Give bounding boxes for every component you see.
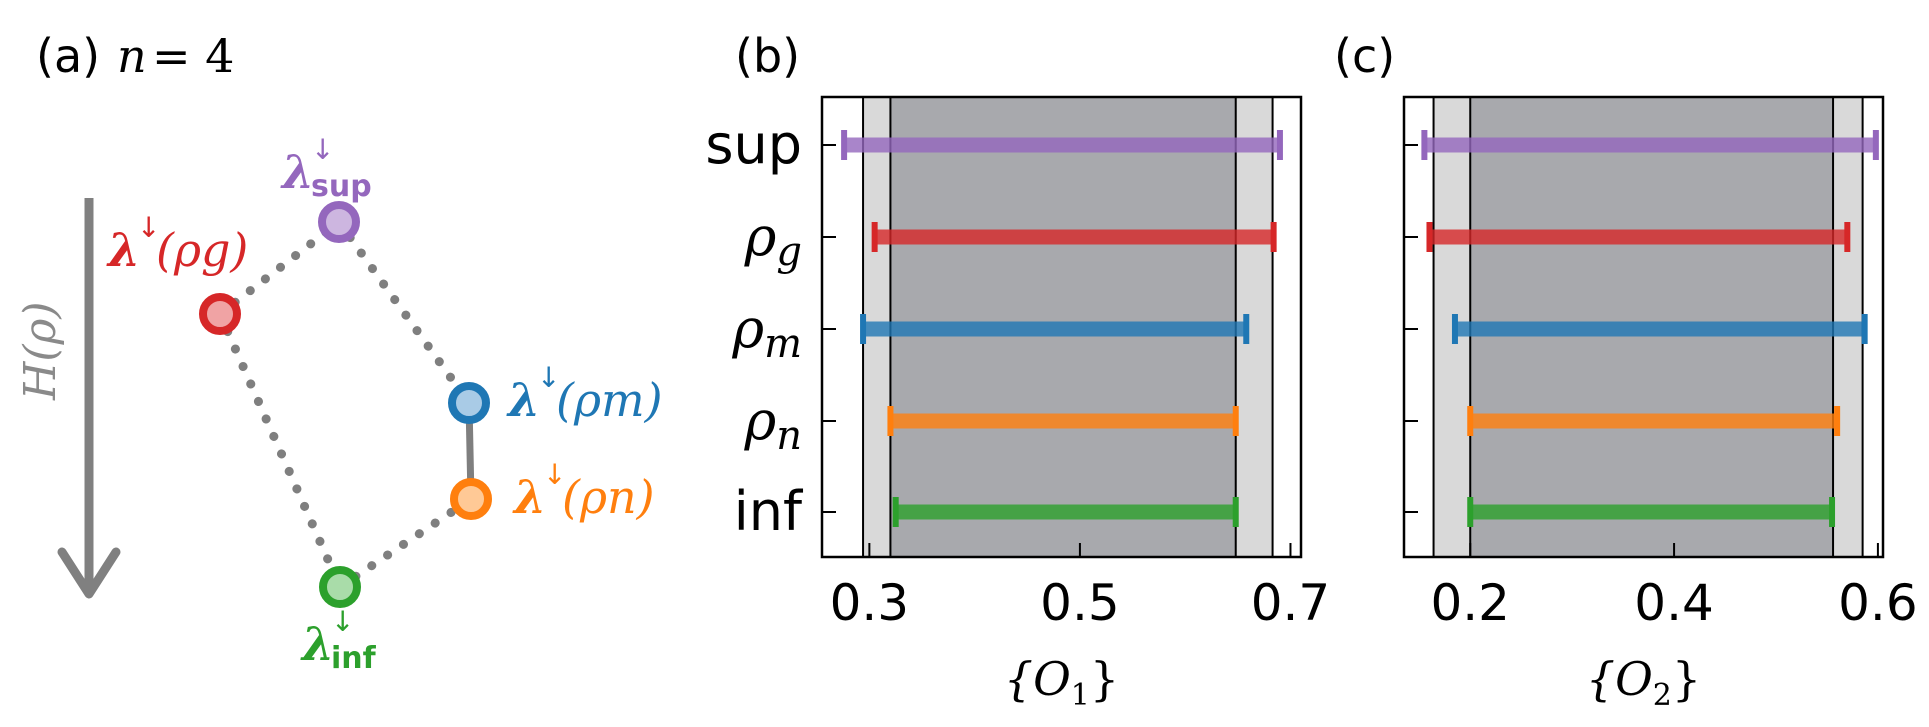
label-rho-n-paren: (ρn) [562,470,655,524]
edge-inf-n [335,494,476,592]
y-category-label-1: ρg [744,205,802,275]
label-sup-lambda: λ [280,145,314,199]
edge-sup-m [334,217,474,408]
panel-a-n: n [117,29,147,83]
label-rho-g: λ ↓ (ρg) [106,211,248,277]
y-category-label-2: ρm [731,297,802,367]
x-tick-label-c-0: 0.2 [1430,574,1510,632]
label-rho-m-arrow: ↓ [537,361,560,394]
y-category-label-0: sup [705,113,802,176]
axes-frame-c [1402,95,1885,559]
node-rho-g [199,293,241,335]
x-tick-label-b-2: 0.7 [1251,574,1331,632]
panel-a: (a) n = 4 H(ρ) λ ↓ sup λ ↓ (ρg) [15,29,663,676]
label-sup-sub: sup [311,169,372,204]
edge-g-inf [215,309,345,592]
label-inf: λ ↓ inf [300,605,377,676]
axes-frame-b [820,95,1303,559]
label-rho-m: λ ↓ (ρm) [506,361,663,427]
x-tick-label-c-2: 0.6 [1838,574,1918,632]
y-category-label-4: inf [734,480,804,543]
label-rho-m-lambda: λ [506,373,540,427]
chart-c: (c) 0.2 0.4 0.6 {O2} [1334,29,1918,713]
label-inf-arrow: ↓ [331,605,354,638]
label-inf-lambda: λ [300,617,334,671]
panel-a-label: (a) [36,29,100,83]
x-axis-label-b: {O1} [1004,652,1119,713]
node-rho-m [448,382,490,424]
label-rho-n: λ ↓ (ρn) [512,458,655,524]
y-category-label-3: ρn [743,389,802,459]
hasse-edges [215,217,476,592]
x-tick-label-b-0: 0.3 [830,574,910,632]
node-sup [318,201,360,243]
chart-b: (b) 0.3 0.5 0.7 {O1} sup ρg ρm ρn inf [705,29,1330,713]
node-inf [319,566,361,608]
label-inf-sub: inf [331,641,377,676]
h-axis-label: H(ρ) [15,301,66,401]
label-rho-g-arrow: ↓ [137,211,160,244]
label-rho-m-paren: (ρm) [556,373,663,427]
label-sup: λ ↓ sup [280,133,372,204]
node-rho-n [450,478,492,520]
label-rho-g-lambda: λ [106,223,140,277]
edge-g-sup [215,217,344,319]
label-rho-g-paren: (ρg) [156,223,248,277]
x-tick-label-b-1: 0.5 [1040,574,1120,632]
label-rho-n-arrow: ↓ [543,458,566,491]
x-axis-label-c: {O2} [1586,652,1701,713]
panel-a-n-value: = 4 [152,29,234,83]
label-sup-arrow: ↓ [311,133,334,166]
panel-b-label: (b) [735,29,800,83]
x-tick-label-c-1: 0.4 [1634,574,1714,632]
label-rho-n-lambda: λ [512,470,546,524]
panel-c-label: (c) [1334,29,1395,83]
h-axis-arrow-head [57,547,121,599]
